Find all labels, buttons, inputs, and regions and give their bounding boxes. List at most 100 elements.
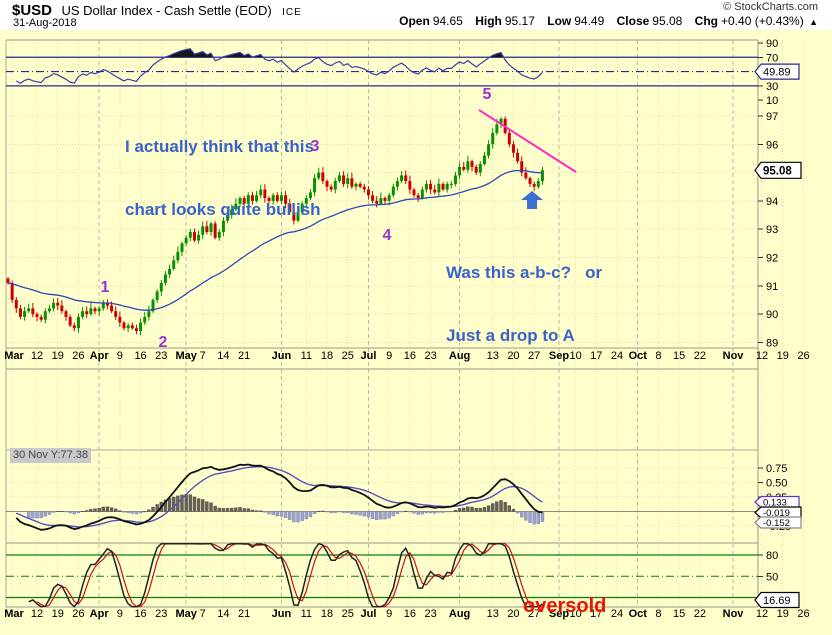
- svg-text:15: 15: [673, 350, 685, 362]
- svg-text:27: 27: [528, 608, 540, 620]
- drawn-annotations: [478, 109, 577, 209]
- svg-text:12: 12: [756, 350, 768, 362]
- svg-text:90: 90: [766, 309, 778, 321]
- macd-panel: [6, 449, 758, 531]
- wave-label-5: 5: [482, 86, 492, 103]
- ohlc-quote-bar: Open 94.65 High 95.17 Low 94.49 Close 95.08 …: [399, 14, 818, 28]
- svg-text:15: 15: [673, 608, 685, 620]
- change-label: Chg: [694, 14, 718, 28]
- svg-text:Mar: Mar: [4, 350, 24, 362]
- svg-text:Jun: Jun: [272, 350, 292, 362]
- svg-text:92: 92: [766, 252, 778, 264]
- close-value: 95.08: [652, 14, 683, 28]
- high-value: 95.17: [504, 14, 535, 28]
- svg-text:20: 20: [507, 350, 519, 362]
- svg-text:9: 9: [386, 350, 392, 362]
- svg-text:18: 18: [321, 608, 333, 620]
- svg-text:-0.152: -0.152: [763, 518, 790, 529]
- svg-text:49.89: 49.89: [763, 67, 791, 79]
- svg-text:80: 80: [766, 550, 778, 562]
- svg-text:25: 25: [342, 350, 354, 362]
- svg-text:23: 23: [424, 350, 436, 362]
- wave-label-1: 1: [100, 279, 110, 296]
- svg-text:Apr: Apr: [90, 350, 110, 362]
- svg-text:Apr: Apr: [90, 608, 110, 620]
- change-value: +0.40 (+0.43%): [721, 14, 804, 28]
- wave-label-3: 3: [310, 138, 320, 155]
- svg-text:19: 19: [777, 350, 789, 362]
- svg-text:21: 21: [238, 350, 250, 362]
- svg-text:96: 96: [766, 139, 778, 151]
- annotation-bullish-line2: chart looks quite bullish: [125, 200, 321, 219]
- annotation-abc-line1: Was this a-b-c? or: [446, 263, 603, 282]
- svg-text:Nov: Nov: [723, 350, 745, 362]
- svg-text:12: 12: [756, 608, 768, 620]
- svg-text:23: 23: [155, 350, 167, 362]
- annotation-abc-line2: Just a drop to A: [446, 326, 575, 345]
- trendline-annotation: [478, 109, 577, 173]
- up-arrow-annotation: [521, 191, 543, 209]
- svg-text:May: May: [175, 608, 197, 620]
- title-line: $USD US Dollar Index - Cash Settle (EOD)…: [12, 2, 302, 20]
- x-axis-labels: Mar 12 19 26 Apr 9 16 23 May 7 14 21 Jun 11 18 25 Jul 9 16…: [4, 350, 809, 620]
- svg-text:14: 14: [217, 350, 229, 362]
- svg-text:94: 94: [766, 196, 778, 208]
- svg-text:91: 91: [766, 281, 778, 293]
- svg-text:23: 23: [155, 608, 167, 620]
- price-panel: [6, 116, 544, 336]
- svg-text:10: 10: [569, 350, 581, 362]
- annotation-bullish-line1: I actually think that this: [125, 137, 314, 156]
- svg-text:0.133: 0.133: [763, 497, 787, 508]
- svg-text:21: 21: [238, 608, 250, 620]
- svg-text:16: 16: [134, 608, 146, 620]
- annotation-abc-text: Was this a-b-c? or Just a drop to A: [446, 220, 602, 388]
- svg-text:22: 22: [694, 608, 706, 620]
- svg-text:Sep: Sep: [549, 608, 569, 620]
- svg-text:90: 90: [766, 38, 778, 50]
- open-value: 94.65: [432, 14, 463, 28]
- svg-text:Jul: Jul: [360, 608, 376, 620]
- stoch-panel: [6, 542, 758, 608]
- svg-text:May: May: [175, 350, 197, 362]
- svg-text:Oct: Oct: [629, 350, 648, 362]
- svg-text:27: 27: [528, 350, 540, 362]
- svg-text:16: 16: [404, 350, 416, 362]
- rsi-panel: [6, 48, 758, 87]
- svg-text:Aug: Aug: [449, 350, 470, 362]
- svg-text:95.08: 95.08: [763, 165, 792, 177]
- svg-text:14: 14: [217, 608, 229, 620]
- stockcharts-watermark: © StockCharts.com: [723, 1, 818, 13]
- svg-text:Jul: Jul: [360, 350, 376, 362]
- svg-text:26: 26: [797, 608, 809, 620]
- chart-date: 31-Aug-2018: [13, 17, 77, 29]
- svg-text:Sep: Sep: [549, 350, 569, 362]
- gridlines: [6, 40, 804, 607]
- svg-text:-0.019: -0.019: [763, 508, 790, 519]
- svg-text:93: 93: [766, 224, 778, 236]
- change-up-triangle-icon: ▲: [809, 17, 818, 27]
- svg-text:97: 97: [766, 111, 778, 123]
- macd-overlay-label: 30 Nov Y:77.38: [10, 448, 92, 463]
- svg-text:13: 13: [487, 608, 499, 620]
- svg-text:Jun: Jun: [272, 608, 292, 620]
- svg-text:17: 17: [590, 608, 602, 620]
- svg-text:8: 8: [655, 350, 661, 362]
- svg-text:24: 24: [611, 350, 623, 362]
- svg-text:16: 16: [134, 350, 146, 362]
- svg-text:26: 26: [72, 350, 84, 362]
- svg-text:19: 19: [52, 350, 64, 362]
- svg-text:16: 16: [404, 608, 416, 620]
- svg-text:10: 10: [569, 608, 581, 620]
- svg-text:Mar: Mar: [4, 608, 24, 620]
- svg-text:9: 9: [117, 608, 123, 620]
- chart-header: $USD US Dollar Index - Cash Settle (EOD)…: [0, 0, 832, 30]
- svg-text:13: 13: [487, 350, 499, 362]
- svg-text:8: 8: [655, 608, 661, 620]
- svg-text:0.50: 0.50: [766, 478, 787, 490]
- svg-text:7: 7: [200, 608, 206, 620]
- svg-text:23: 23: [424, 608, 436, 620]
- svg-text:19: 19: [52, 608, 64, 620]
- svg-text:26: 26: [72, 608, 84, 620]
- svg-text:7: 7: [200, 350, 206, 362]
